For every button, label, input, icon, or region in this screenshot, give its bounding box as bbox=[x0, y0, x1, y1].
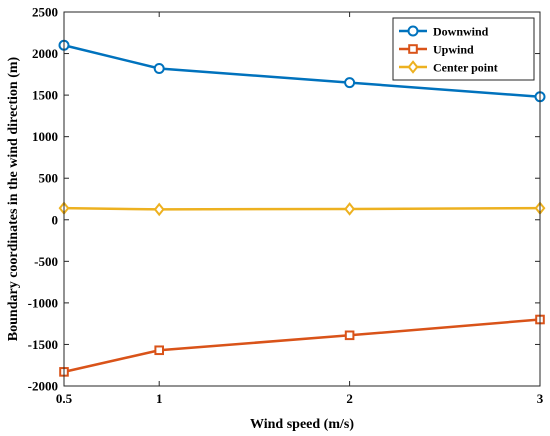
y-tick-label: 500 bbox=[39, 171, 59, 186]
y-axis-label: Boundary coordinates in the wind directi… bbox=[6, 56, 21, 341]
data-point bbox=[344, 202, 356, 216]
legend-marker bbox=[408, 44, 418, 54]
x-tick-label: 1 bbox=[156, 391, 163, 406]
x-tick-label: 3 bbox=[537, 391, 544, 406]
y-tick-label: 2500 bbox=[32, 5, 58, 20]
series-layer bbox=[58, 39, 546, 377]
y-tick-label: 1500 bbox=[32, 88, 58, 103]
legend-label: Center point bbox=[433, 61, 498, 75]
y-tick-label: -500 bbox=[34, 254, 58, 269]
series-line bbox=[63, 318, 541, 374]
legend-label: Downwind bbox=[433, 25, 489, 39]
ticks-layer: -2000 -1500 -1000 -500 0 500 1000 1500 2000 2500 0… bbox=[28, 5, 544, 407]
x-tick-label: 2 bbox=[346, 391, 353, 406]
y-tick-label: -1500 bbox=[28, 337, 58, 352]
series-upwind bbox=[59, 314, 545, 377]
x-axis-label: Wind speed (m/s) bbox=[250, 417, 354, 432]
series-line bbox=[63, 44, 541, 99]
x-tick-label: 0.5 bbox=[56, 391, 73, 406]
legend-label: Upwind bbox=[433, 43, 474, 57]
series-line bbox=[63, 206, 541, 211]
legend-marker bbox=[407, 25, 419, 37]
data-point bbox=[344, 77, 356, 89]
y-tick-label: -2000 bbox=[28, 379, 58, 394]
plot-frame bbox=[63, 11, 541, 387]
data-point bbox=[153, 202, 165, 217]
data-point bbox=[344, 330, 355, 341]
legend: Downwind Upwind Center point bbox=[392, 17, 535, 81]
legend-marker bbox=[407, 60, 419, 74]
data-point bbox=[154, 345, 164, 356]
series-center-point bbox=[58, 201, 546, 217]
y-tick-label: -1000 bbox=[28, 295, 58, 310]
y-tick-label: 1000 bbox=[32, 129, 58, 144]
data-point bbox=[153, 63, 165, 75]
y-tick-label: 2000 bbox=[32, 46, 58, 61]
y-tick-label: 0 bbox=[52, 212, 59, 227]
